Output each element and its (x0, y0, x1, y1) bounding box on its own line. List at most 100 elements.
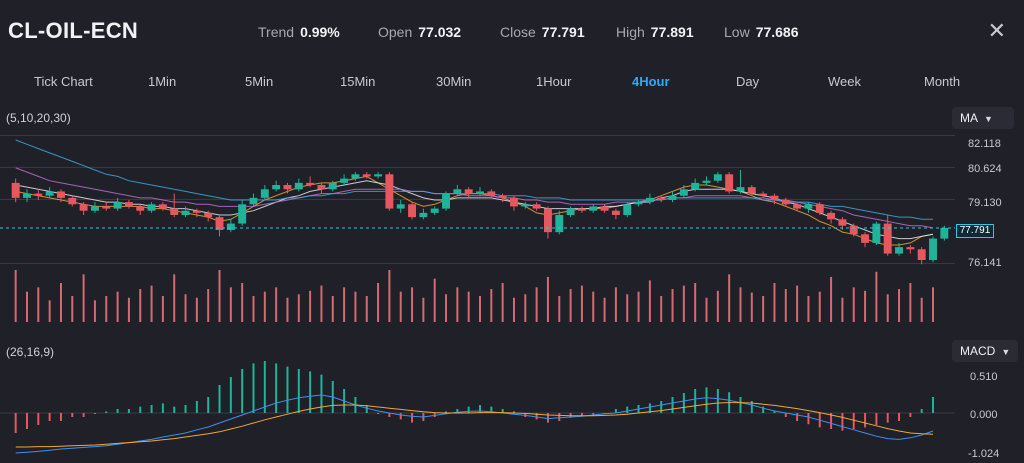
candle-body (589, 206, 598, 211)
volume-bar (456, 287, 459, 322)
volume-bar (603, 297, 606, 322)
macd-bar (37, 413, 40, 425)
tab-15min[interactable]: 15Min (340, 74, 376, 89)
volume-bar (388, 270, 391, 322)
candle-body (113, 202, 122, 209)
candle-body (283, 185, 292, 190)
tab-month[interactable]: Month (924, 74, 961, 89)
macd-bar (762, 406, 765, 413)
candle-body (747, 187, 756, 194)
volume-bar (705, 297, 708, 322)
low-value: 77.686 (755, 24, 799, 40)
volume-bar (501, 283, 504, 322)
macd-bar (48, 413, 51, 421)
volume-bar (558, 296, 561, 322)
macd-bar (286, 366, 289, 413)
macd-bar (82, 413, 85, 417)
tab-5min[interactable]: 5Min (245, 74, 274, 89)
volume-bar (354, 291, 357, 322)
macd-bar (830, 413, 833, 429)
candlesticks (11, 170, 949, 265)
volume-bar (875, 271, 878, 322)
macd-bar (263, 361, 266, 413)
price-label: 76.141 (968, 257, 1002, 269)
symbol-title: CL-OIL-ECN (8, 18, 139, 43)
candle-body (668, 195, 677, 200)
tab-week[interactable]: Week (828, 74, 861, 89)
macd-bar (229, 377, 232, 413)
candle-body (57, 191, 65, 198)
candle-body (532, 204, 541, 209)
candle-body (929, 238, 937, 260)
volume-bar (864, 290, 867, 322)
volume-bar (14, 270, 17, 322)
candle-body (419, 212, 428, 218)
high-value: 77.891 (650, 24, 694, 40)
candle-body (238, 204, 247, 224)
volume-bar (512, 297, 515, 322)
candle-body (453, 189, 462, 194)
macd-bar (535, 413, 538, 420)
candle-body (34, 193, 43, 196)
timeframe-bar: Tick Chart 1Min 5Min 15Min 30Min 1Hour 4… (0, 74, 1024, 94)
volume-bar (48, 300, 51, 322)
candle-body (702, 180, 711, 183)
candle-body (340, 178, 349, 183)
volume-bar (852, 287, 855, 322)
macd-bar (59, 413, 62, 421)
volume-bar (682, 285, 685, 322)
macd-bar (920, 409, 923, 413)
macd-bar (195, 401, 198, 413)
high-label: High (616, 24, 645, 40)
volume-bar (614, 287, 617, 322)
macd-bar (173, 406, 176, 413)
volume-bar (207, 289, 210, 322)
macd-dea-line (15, 402, 934, 448)
macd-bar (512, 411, 515, 413)
macd-bar (411, 413, 414, 423)
candle-body (328, 182, 337, 190)
tab-1hour[interactable]: 1Hour (536, 74, 572, 89)
volume-bar (297, 294, 300, 322)
price-label: 79.130 (968, 197, 1002, 209)
ma-indicator-button[interactable]: MA ▼ (952, 107, 1014, 129)
macd-bar (116, 409, 119, 413)
volume-bar (739, 287, 742, 322)
candle-body (861, 234, 870, 243)
chevron-down-icon: ▼ (1001, 347, 1011, 357)
candle-body (430, 208, 439, 213)
volume-bar (309, 290, 312, 322)
volume-bar (331, 296, 334, 322)
candle-body (158, 204, 167, 209)
volume-bar (728, 274, 731, 322)
candle-body (147, 204, 156, 211)
macd-indicator-button[interactable]: MACD ▼ (952, 340, 1018, 362)
volume-bar (592, 291, 595, 322)
tab-1min[interactable]: 1Min (148, 74, 177, 89)
candle-body (770, 195, 779, 200)
trend-stat: Trend 0.99% (258, 24, 340, 40)
candle-body (272, 185, 281, 190)
close-icon[interactable]: ✕ (987, 18, 1006, 43)
candle-body (849, 225, 858, 235)
volume-bar (886, 294, 889, 322)
candle-body (827, 212, 836, 220)
candle-body (634, 202, 643, 205)
tab-tick-chart[interactable]: Tick Chart (34, 74, 93, 89)
macd-bar (150, 405, 153, 413)
volume-bar (150, 285, 153, 322)
tab-30min[interactable]: 30Min (436, 74, 472, 89)
tab-day[interactable]: Day (736, 74, 760, 89)
candle-body (226, 223, 235, 230)
header: CL-OIL-ECN Trend 0.99% Open 77.032 Close 77… (0, 0, 1024, 62)
tab-4hour[interactable]: 4Hour (632, 74, 670, 89)
macd-bar (479, 405, 481, 413)
candle-body (804, 204, 813, 209)
candle-body (215, 217, 224, 230)
volume-bar (422, 297, 425, 322)
macd-bar (864, 413, 867, 428)
volume-bar (320, 285, 323, 322)
candle-body (781, 200, 790, 205)
macd-bar (320, 374, 323, 413)
